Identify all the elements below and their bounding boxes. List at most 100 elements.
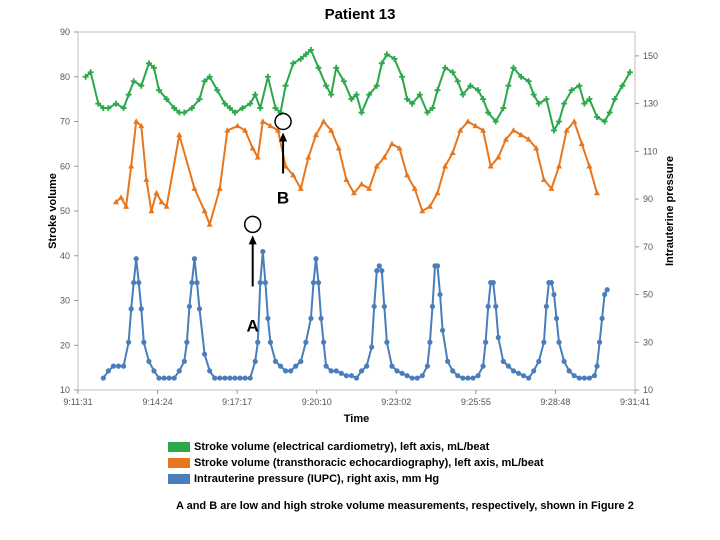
annotation-arrowhead bbox=[248, 235, 257, 245]
data-point bbox=[586, 96, 593, 103]
x-tick-label: 9:11:31 bbox=[63, 397, 92, 407]
data-point bbox=[543, 303, 549, 310]
data-point bbox=[399, 370, 405, 376]
data-point bbox=[348, 96, 355, 103]
series-line-2 bbox=[102, 251, 608, 380]
data-point bbox=[449, 69, 456, 76]
data-point bbox=[171, 375, 177, 381]
data-point bbox=[288, 368, 294, 374]
data-point bbox=[561, 358, 567, 364]
data-point bbox=[495, 154, 502, 160]
data-point bbox=[226, 105, 233, 112]
y2-tick-label: 70 bbox=[643, 242, 653, 252]
data-point bbox=[343, 176, 350, 182]
data-point bbox=[255, 339, 261, 345]
data-point bbox=[136, 280, 142, 286]
data-point bbox=[153, 189, 160, 196]
data-point bbox=[518, 73, 525, 80]
data-point bbox=[510, 64, 517, 71]
data-point bbox=[323, 82, 330, 89]
data-point bbox=[457, 127, 464, 133]
y-tick-label: 80 bbox=[60, 72, 70, 82]
data-point bbox=[411, 185, 418, 191]
data-point bbox=[449, 149, 456, 156]
data-point bbox=[282, 82, 289, 89]
series-line-0 bbox=[84, 48, 631, 134]
data-point bbox=[358, 368, 365, 374]
data-point bbox=[424, 363, 430, 369]
annotation-circle bbox=[274, 112, 292, 131]
data-point bbox=[130, 78, 137, 85]
data-point bbox=[293, 363, 299, 369]
data-point bbox=[207, 368, 213, 374]
data-point bbox=[566, 368, 572, 374]
data-point bbox=[472, 122, 479, 129]
legend-label: Stroke volume (electrical cardiometry), … bbox=[194, 441, 490, 453]
data-point bbox=[148, 207, 155, 214]
data-point bbox=[188, 105, 195, 112]
data-point bbox=[181, 109, 188, 116]
data-point bbox=[138, 82, 145, 89]
data-point bbox=[348, 373, 355, 379]
data-point bbox=[212, 375, 218, 381]
data-point bbox=[206, 221, 213, 227]
data-point bbox=[128, 306, 134, 312]
data-point bbox=[505, 363, 512, 369]
data-point bbox=[176, 368, 182, 374]
data-point bbox=[110, 363, 117, 369]
data-point bbox=[518, 131, 525, 138]
data-point bbox=[247, 100, 254, 107]
data-point bbox=[521, 373, 527, 379]
data-point bbox=[510, 368, 517, 374]
chart-title: Patient 13 bbox=[324, 6, 396, 23]
data-point bbox=[191, 256, 198, 262]
data-point bbox=[305, 154, 312, 160]
data-point bbox=[120, 105, 127, 112]
data-point bbox=[591, 373, 598, 379]
data-point bbox=[381, 303, 387, 310]
data-point bbox=[394, 368, 400, 374]
data-point bbox=[123, 203, 130, 209]
data-point bbox=[176, 131, 183, 138]
x-axis-title: Time bbox=[344, 413, 369, 425]
data-point bbox=[320, 339, 327, 345]
legend-label: Intrauterine pressure (IUPC), right axis… bbox=[194, 473, 440, 485]
data-point bbox=[105, 368, 111, 374]
data-point bbox=[442, 163, 449, 169]
data-point bbox=[186, 303, 192, 310]
data-point bbox=[126, 339, 132, 345]
data-point bbox=[465, 375, 471, 381]
data-point bbox=[551, 291, 557, 298]
data-point bbox=[381, 154, 388, 160]
y2-tick-label: 50 bbox=[643, 290, 653, 300]
data-point bbox=[553, 315, 560, 321]
data-point bbox=[163, 203, 170, 209]
data-point bbox=[323, 363, 329, 369]
data-point bbox=[184, 339, 190, 345]
data-point bbox=[297, 55, 304, 62]
data-point bbox=[384, 339, 390, 345]
data-point bbox=[369, 344, 375, 350]
data-point bbox=[191, 185, 198, 191]
data-point bbox=[485, 303, 491, 310]
y-tick-label: 30 bbox=[60, 296, 70, 306]
data-point bbox=[502, 136, 509, 142]
data-point bbox=[601, 118, 608, 125]
data-point bbox=[556, 163, 563, 169]
y2-tick-label: 130 bbox=[643, 99, 658, 109]
chart-legend: Stroke volume (electrical cardiometry), … bbox=[168, 439, 544, 487]
data-point bbox=[146, 358, 152, 364]
data-point bbox=[262, 280, 268, 286]
data-point bbox=[495, 334, 501, 341]
data-point bbox=[475, 373, 481, 379]
data-point bbox=[145, 60, 152, 67]
data-point bbox=[404, 96, 411, 103]
data-point bbox=[378, 60, 385, 67]
data-point bbox=[252, 358, 258, 364]
data-point bbox=[118, 194, 125, 200]
data-point bbox=[156, 375, 162, 381]
data-point bbox=[510, 127, 517, 133]
data-point bbox=[303, 339, 309, 345]
data-point bbox=[515, 370, 522, 376]
